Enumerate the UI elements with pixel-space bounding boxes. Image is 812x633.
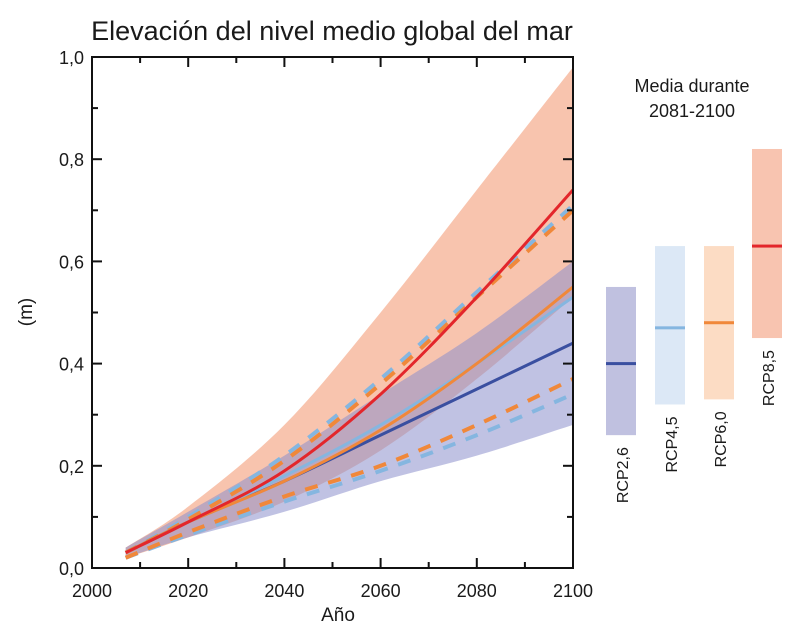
x-tick-label: 2000 (72, 581, 112, 601)
median-line-RCP2,6 (606, 362, 636, 366)
range-bar-RCP2,6 (606, 286, 636, 436)
side-panel: RCP2,6 RCP4,5 RCP6,0 RCP8,5 (606, 148, 782, 503)
y-tick-label: 0,0 (59, 559, 84, 579)
bar-label: RCP2,6 (615, 447, 632, 503)
series-line-rcp6-0-lower-dashed- (124, 377, 574, 560)
series-line-rcp4-5-lower-dashed- (124, 392, 574, 560)
x-tick-label: 2100 (553, 581, 593, 601)
y-axis-label: (m) (16, 298, 37, 326)
bar-label: RCP4,5 (664, 416, 681, 472)
y-tick-label: 0,8 (59, 150, 84, 170)
plot-area (124, 67, 575, 560)
x-tick-label: 2020 (168, 581, 208, 601)
y-tick-label: 1,0 (59, 48, 84, 68)
y-tick-label: 0,6 (59, 252, 84, 272)
series-line-rcp8-5 (125, 188, 575, 555)
range-bar-RCP8,5 (752, 148, 782, 339)
axes: 2000 2020 2040 2060 2080 2100 0,0 0,2 0,4 0,6 0,8 1… (59, 48, 593, 601)
median-line-RCP6,0 (704, 321, 734, 325)
chart-title: Elevación del nivel medio global del mar (91, 16, 573, 46)
bar-label: RCP8,5 (761, 350, 778, 406)
y-tick-label: 0,4 (59, 355, 84, 375)
x-tick-label: 2080 (457, 581, 497, 601)
band-1 (125, 261, 574, 558)
side-panel-title-1: Media durante (634, 76, 749, 96)
range-bar-RCP4,5 (655, 246, 685, 405)
median-line-RCP8,5 (752, 244, 782, 248)
median-line-RCP4,5 (655, 326, 685, 330)
series-line-rcp6-0-upper-dashed- (124, 208, 575, 555)
x-tick-label: 2040 (264, 581, 304, 601)
x-tick-label: 2060 (361, 581, 401, 601)
side-panel-title-2: 2081-2100 (649, 101, 735, 121)
bar-label: RCP6,0 (713, 411, 730, 467)
y-tick-label: 0,2 (59, 457, 84, 477)
x-axis-label: Año (321, 605, 355, 626)
